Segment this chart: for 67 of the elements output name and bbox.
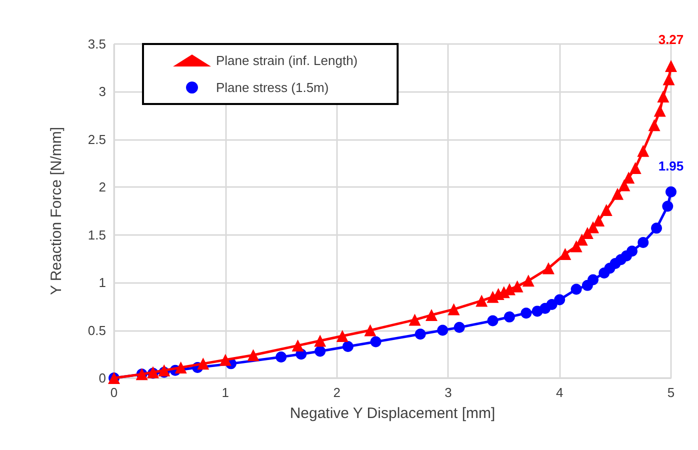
data-label: 1.95: [658, 158, 684, 174]
point: [542, 262, 554, 274]
point: [504, 311, 515, 322]
point: [612, 188, 624, 200]
x-tick-label: 3: [444, 385, 452, 400]
y-tick-label: 1: [98, 275, 106, 290]
y-tick-label: 2.5: [88, 132, 106, 147]
point: [511, 280, 524, 292]
point: [437, 324, 448, 336]
point: [592, 214, 605, 227]
point: [570, 240, 582, 252]
x-tick-label: 4: [556, 385, 564, 400]
point: [559, 248, 572, 260]
point: [219, 354, 232, 366]
y-tick-label: 3: [98, 84, 106, 100]
point: [425, 309, 438, 322]
point: [570, 284, 582, 295]
x-tick-label: 1: [222, 385, 230, 400]
point: [408, 314, 421, 326]
point: [600, 204, 612, 216]
point: [292, 340, 304, 352]
y-tick-label: 3.5: [88, 36, 106, 52]
point: [276, 352, 287, 363]
point: [638, 236, 649, 248]
point: [336, 330, 348, 342]
point: [342, 341, 354, 352]
point: [554, 294, 566, 306]
point: [637, 144, 650, 157]
point: [487, 315, 498, 326]
point: [174, 362, 187, 374]
data-label: 3.27: [658, 32, 684, 47]
point: [662, 200, 674, 212]
point: [666, 186, 676, 198]
point: [546, 299, 558, 310]
point: [448, 303, 460, 316]
y-tick-label: 2: [98, 180, 106, 195]
y-tick-label: 0: [98, 370, 106, 386]
point: [588, 274, 599, 286]
point: [651, 222, 662, 234]
point: [414, 328, 426, 340]
point: [522, 274, 534, 287]
point: [247, 349, 260, 362]
point: [662, 73, 675, 86]
x-tick-label: 5: [667, 385, 675, 400]
point: [476, 294, 488, 307]
point: [657, 90, 670, 102]
point: [648, 119, 660, 132]
point: [314, 334, 326, 347]
point: [314, 346, 326, 357]
point: [520, 308, 532, 319]
x-axis-title: Negative Y Displacement [mm]: [290, 405, 496, 422]
point: [654, 104, 666, 117]
point: [197, 358, 210, 370]
y-axis-title: Y Reaction Force [N/mm]: [48, 126, 65, 296]
point: [370, 336, 382, 348]
legend-label: Plane strain (inf. Length): [216, 53, 358, 68]
point: [158, 364, 170, 376]
point: [629, 162, 642, 174]
x-tick-label: 0: [110, 385, 118, 400]
y-tick-label: 1.5: [88, 227, 106, 242]
point: [626, 246, 638, 257]
y-tick-label: 0.5: [88, 322, 106, 338]
point: [454, 322, 465, 333]
x-tick-label: 2: [333, 385, 340, 400]
legend-label: Plane stress (1.5m): [216, 80, 329, 95]
point: [364, 324, 376, 336]
point: [665, 60, 677, 72]
